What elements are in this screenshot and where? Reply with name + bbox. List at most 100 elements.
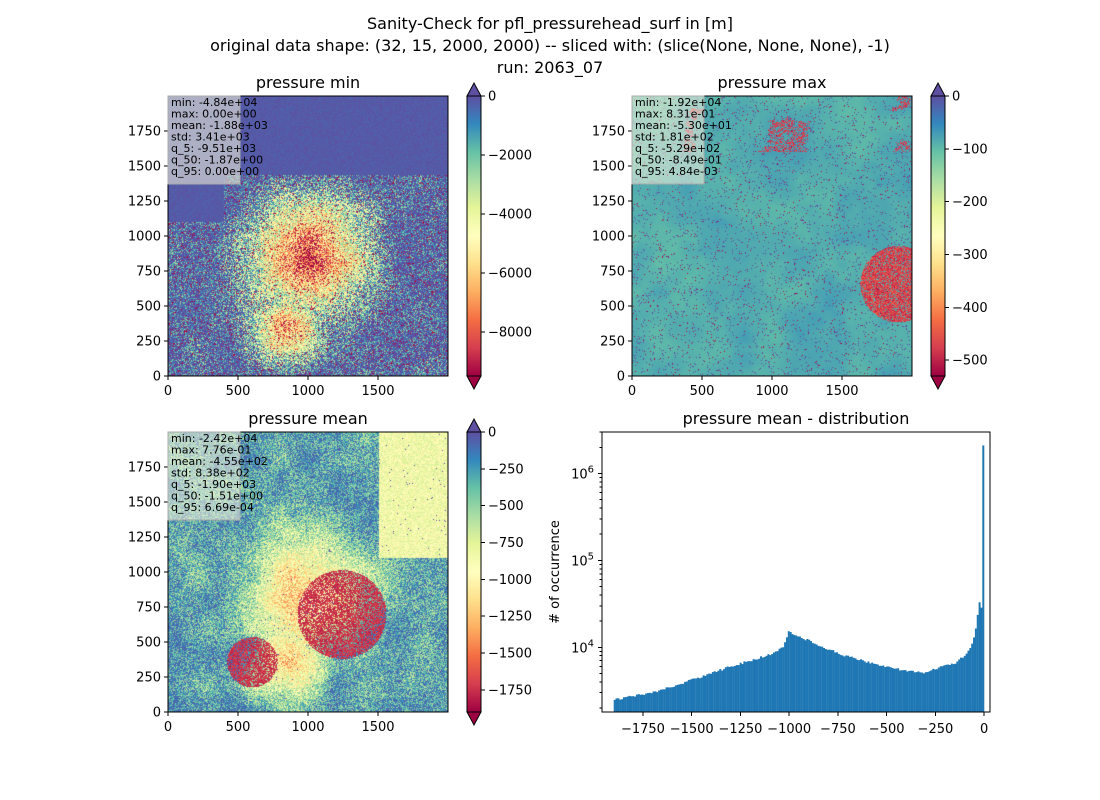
y-tick-label: 500 [600,300,625,315]
histogram-bar [848,656,851,712]
heatmap-panel-pressure-min: pressure min 0 500 1000 1500 0 250 500 750 1000 12… [128,73,532,399]
histogram-bar [860,659,863,712]
histogram-bar [682,683,685,712]
x-tick-label: −250 [918,722,954,737]
panel-title: pressure max [717,73,826,92]
histogram-bar [887,666,890,712]
histogram-bar [719,669,722,712]
histogram-bar [732,666,735,712]
histogram-bar [776,651,779,712]
histogram-bar [693,678,696,712]
y-tick-label: 0 [153,370,161,385]
colorbar-tick-label: −200 [952,195,988,210]
histogram-bar [739,662,742,712]
histogram-bar [884,667,887,712]
y-tick-base: 10 [571,554,588,569]
histogram-bar [952,664,955,712]
colorbar-tick-label: −1000 [488,573,532,588]
histogram-bar [906,671,909,712]
histogram-bar [924,672,927,712]
histogram-bar [908,670,911,712]
stats-line: mean: -5.30e+01 [635,119,732,132]
x-tick-label: 1500 [361,720,394,735]
histogram-bar [839,654,842,712]
histogram-bar [982,445,985,712]
histogram-bar [654,691,657,712]
y-tick-label: 1000 [592,230,625,245]
histogram-bar [658,690,661,712]
histogram-bar [917,671,920,712]
histogram-bar [774,651,777,712]
histogram-bar [621,699,624,712]
histogram-bar [871,662,874,712]
colorbar-tick-label: −8000 [488,325,532,340]
histogram-bar [945,664,948,712]
colorbar-extend-max [930,81,946,97]
histogram-bar [810,641,813,712]
histogram-bar [628,695,631,712]
histogram-bar [710,673,713,712]
suptitle-line-1: Sanity-Check for pfl_pressurehead_surf i… [367,14,733,34]
x-tick-label: −1500 [670,722,714,737]
histogram-bar [652,691,655,712]
histogram-bar [813,643,816,712]
histogram-bar [761,657,764,712]
suptitle-line-3: run: 2063_07 [497,58,603,78]
histogram-bar [885,666,888,712]
x-tick-label: −1250 [718,722,762,737]
histogram-bar [828,649,831,712]
histogram-bar [900,670,903,712]
histogram-bar [687,679,690,712]
x-tick-label: 0 [628,384,636,399]
x-tick-label: 500 [226,720,251,735]
histogram-bar [971,643,974,712]
histogram-bar [930,670,933,712]
histogram-bar [858,660,861,712]
histogram-bar [728,667,731,712]
histogram-bar [943,665,946,712]
histogram-bar [784,642,787,712]
histogram-bar [867,661,870,712]
histogram-bar [806,638,809,712]
x-tick-label: 1000 [291,384,324,399]
colorbar-extend-min [466,711,482,727]
histogram-bar [830,650,833,712]
panel-title: pressure mean - distribution [683,409,910,428]
histogram-bar [921,672,924,712]
stats-line: q_50: -1.51e+00 [171,490,263,503]
histogram-bar [791,634,794,712]
x-tick-label: 1000 [291,720,324,735]
colorbar-tick-label: 0 [488,426,496,441]
histogram-bar [726,666,729,712]
x-tick-label: −500 [869,722,905,737]
histogram-bar [706,674,709,712]
histogram-bar [735,665,738,712]
histogram-bar [863,661,866,712]
x-tick-label: −1000 [767,722,811,737]
histogram-bar [704,675,707,712]
histogram-bar [760,656,763,712]
colorbar-tick-label: −500 [488,499,524,514]
colorbar-extend-max [466,417,482,433]
histogram-bar [622,697,625,712]
histogram-bar [647,693,650,712]
histogram-bar [632,696,635,712]
histogram-bar [691,678,694,712]
stats-line: max: 0.00e+00 [171,108,257,121]
histogram-bar [772,652,775,712]
colorbar-frame [930,95,946,377]
stats-line: q_95: 4.84e-03 [635,165,718,178]
histogram-bar [767,654,770,712]
y-tick-label: 105 [571,551,594,569]
histogram-bar [947,664,950,712]
histogram-bar [861,660,864,712]
histogram-bar [973,637,976,712]
histogram-bar [630,696,633,712]
histogram-bar [669,687,672,712]
y-tick-label: 106 [571,464,594,482]
colorbar-gradient [467,432,481,712]
colorbar-frame [466,431,482,713]
y-tick-label: 1250 [592,195,625,210]
colorbar: 0 −2000 −4000 −6000 −8000 [466,81,532,391]
histogram-bar [919,672,922,712]
